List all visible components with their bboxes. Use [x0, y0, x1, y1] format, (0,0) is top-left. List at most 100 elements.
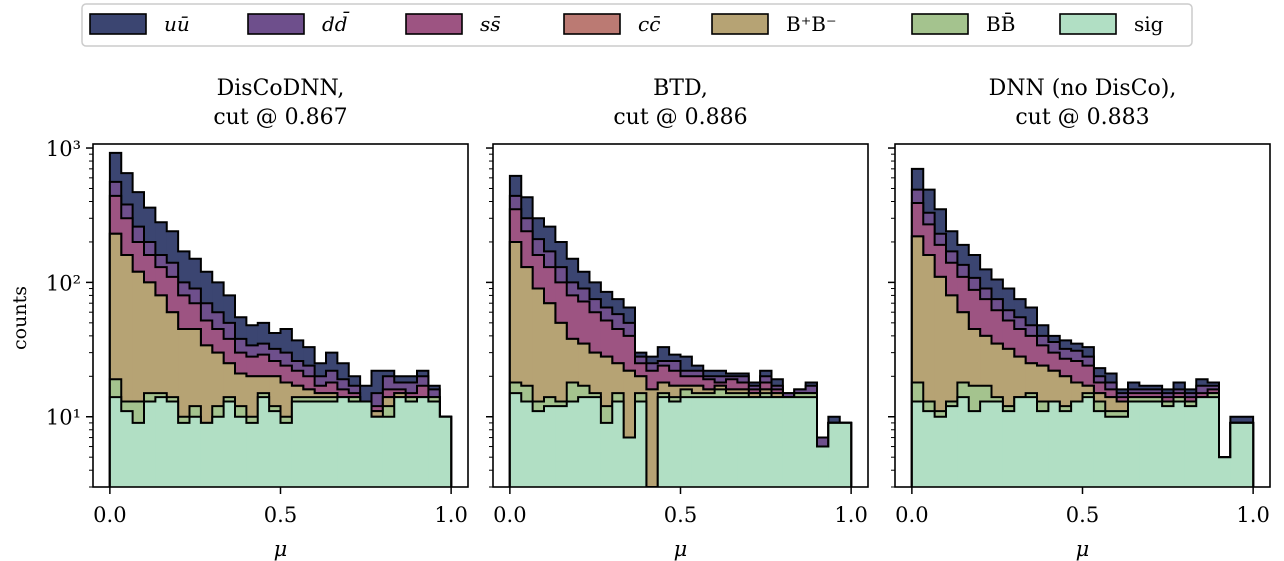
bar-sig — [394, 397, 407, 487]
series-sig — [910, 396, 1255, 487]
panel-title-line: cut @ 0.883 — [1015, 105, 1149, 130]
y-axis-label: counts — [9, 286, 31, 350]
x-axis-label: μ — [1076, 537, 1090, 561]
panel-title-line: cut @ 0.867 — [213, 105, 347, 130]
bar-sig — [189, 416, 202, 487]
bar-bpbm — [646, 389, 659, 487]
bar-sig — [703, 397, 716, 487]
legend-entry-bpbm: B⁺B⁻ — [711, 12, 837, 36]
bar-bpbm — [178, 328, 190, 487]
bar-sig — [748, 397, 761, 487]
bar-sig — [269, 411, 281, 487]
bar-sig — [1105, 416, 1118, 487]
bar-sig — [314, 401, 327, 487]
bar-sig — [509, 393, 522, 487]
step-outline-uu — [108, 151, 453, 487]
bar-sig — [360, 401, 372, 487]
bar-sig — [155, 397, 168, 487]
bar-sig — [782, 397, 795, 487]
bar-sig — [566, 401, 579, 487]
step-outline-ss — [108, 194, 453, 487]
bar-sig — [1196, 397, 1209, 487]
step-outline-dd — [108, 180, 453, 487]
step-outline-dd — [910, 188, 1255, 487]
step-outline-sig — [910, 396, 1255, 487]
bar-sig — [555, 406, 568, 487]
bar-sig — [144, 401, 156, 487]
bar-sig — [612, 401, 625, 487]
bar-sig — [968, 411, 981, 487]
bar-sig — [714, 397, 727, 487]
legend-entry-sig: sig — [1059, 12, 1164, 36]
x-axis-label: μ — [674, 537, 688, 561]
bar-bpbm — [911, 236, 924, 487]
bar-sig — [578, 397, 590, 487]
bar-bpbm — [121, 254, 134, 487]
bar-sig — [1048, 401, 1061, 487]
panel-3: DNN (no DisCo), cut @ 0.883 0.0 0.5 1.0 μ — [888, 76, 1271, 561]
x-axis-label: μ — [274, 537, 288, 561]
bar-sig — [1184, 406, 1197, 487]
x-tick-label: 0.5 — [664, 503, 697, 527]
step-outline-sig — [108, 396, 453, 487]
bar-sig — [1173, 401, 1186, 487]
bar-sig — [200, 422, 213, 487]
bar-sig — [934, 416, 947, 487]
bar-sig — [532, 411, 545, 487]
bar-bpbm — [509, 241, 522, 487]
x-tick-label: 0.5 — [264, 503, 297, 527]
series-sig — [108, 396, 453, 487]
bar-sig — [1150, 401, 1163, 487]
bar-sig — [348, 401, 361, 487]
bar-bpbm — [946, 295, 958, 487]
bar-bpbm — [144, 282, 156, 487]
bar-bpbm — [923, 254, 936, 487]
bar-sig — [1207, 397, 1220, 487]
bar-sig — [794, 397, 807, 487]
bar-sig — [303, 401, 316, 487]
bar-sig — [1116, 416, 1129, 487]
panel-title-line: DisCoDNN, — [217, 76, 345, 101]
bar-sig — [1002, 411, 1015, 487]
bar-sig — [657, 397, 670, 487]
bar-sig — [439, 416, 452, 487]
x-tick-label: 0.0 — [895, 503, 928, 527]
x-tick-label: 1.0 — [434, 503, 467, 527]
bar-sig — [544, 406, 556, 487]
bar-bpbm — [532, 288, 545, 487]
bar-sig — [669, 401, 681, 487]
legend-label-cc: cc̄ — [638, 12, 660, 36]
y-tick-label: 10³ — [46, 137, 81, 161]
bar-sig — [1241, 422, 1254, 487]
bar-sig — [1093, 411, 1106, 487]
legend-swatch-uu — [89, 13, 147, 35]
bar-sig — [623, 437, 636, 487]
bar-sig — [828, 422, 841, 487]
legend-swatch-dd — [247, 13, 305, 35]
bar-sig — [382, 416, 395, 487]
legend-entry-ss: ss̄ — [405, 12, 501, 36]
bar-sig — [1219, 457, 1231, 487]
bar-sig — [246, 422, 259, 487]
legend-label-bb: BB̄ — [986, 11, 1015, 36]
bar-sig — [326, 401, 338, 487]
bar-sig — [991, 401, 1004, 487]
bar-sig — [109, 397, 122, 487]
bar-sig — [691, 397, 704, 487]
x-tick-label: 1.0 — [834, 503, 867, 527]
x-tick-label: 1.0 — [1236, 503, 1269, 527]
bar-sig — [957, 397, 970, 487]
legend-label-uu: uū — [164, 12, 190, 36]
bar-sig — [817, 446, 829, 487]
bar-bpbm — [155, 295, 168, 487]
bar-bpbm — [544, 303, 556, 487]
legend-swatch-sig — [1059, 13, 1117, 35]
panel-title-line: BTD, — [653, 76, 708, 101]
panel-2: BTD, cut @ 0.886 0.0 0.5 1.0 μ — [486, 76, 869, 561]
bar-sig — [257, 397, 270, 487]
bar-sig — [1025, 397, 1038, 487]
bar-sig — [1082, 397, 1095, 487]
bar-sig — [521, 401, 534, 487]
bar-sig — [132, 422, 145, 487]
